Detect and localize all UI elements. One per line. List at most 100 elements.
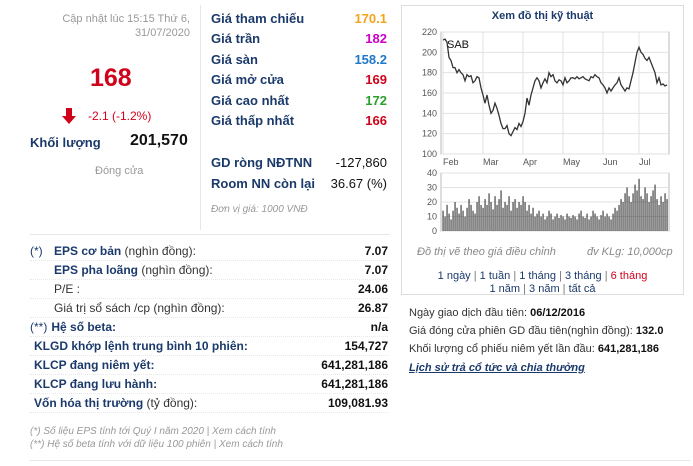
volume-tick-label: 30 xyxy=(427,183,437,193)
volume-bar xyxy=(480,204,482,231)
volume-bar xyxy=(554,216,556,231)
range-option[interactable]: 6 tháng xyxy=(610,270,648,282)
listing-info-label: Giá đóng cửa phiên GD đầu tiên(nghìn đồn… xyxy=(409,325,636,337)
dividend-history-link[interactable]: Lịch sử trả cổ tức và chia thưởng xyxy=(409,362,585,374)
volume-bar xyxy=(504,202,506,231)
fundamental-value: 641,281,186 xyxy=(321,358,388,372)
current-price: 168 xyxy=(90,64,132,92)
volume-bar xyxy=(590,216,592,231)
fundamental-row: (*) EPS cơ bản (nghìn đồng): 7.07 xyxy=(30,242,388,261)
arrow-down-icon xyxy=(62,108,76,124)
volume-bar xyxy=(538,210,540,231)
volume-bar xyxy=(646,193,648,231)
volume-bar xyxy=(500,190,502,231)
fundamental-label-main: KLCP đang niêm yết: xyxy=(34,358,155,372)
fundamental-label-sub: P/E : xyxy=(54,282,81,296)
volume-bar xyxy=(562,216,564,231)
volume-bar xyxy=(478,196,480,231)
volume-bar xyxy=(454,202,456,231)
chart-note: Đồ thị vẽ theo giá điều chỉnh xyxy=(417,246,556,258)
volume-bar xyxy=(542,213,544,231)
price-tick-label: 140 xyxy=(422,108,437,118)
volume-bar xyxy=(666,199,668,231)
volume-bar xyxy=(446,204,448,231)
volume-bar xyxy=(442,210,444,231)
volume-bar xyxy=(464,216,466,231)
range-option[interactable]: 1 năm xyxy=(489,283,521,295)
range-option[interactable]: 1 tháng xyxy=(519,270,556,282)
fundamental-label: KLGD khớp lệnh trung bình 10 phiên: xyxy=(30,339,248,353)
volume-bar xyxy=(664,193,666,231)
volume-bar xyxy=(582,216,584,231)
range-option[interactable]: 3 năm xyxy=(529,283,560,295)
volume-bar xyxy=(528,204,530,231)
volume-bar xyxy=(572,215,574,231)
volume-bar xyxy=(592,210,594,231)
volume-bar xyxy=(656,199,658,231)
foreign-row: Room NN còn lại 36.67 (%) xyxy=(211,173,387,194)
foreign-row-value: 36.67 (%) xyxy=(330,176,387,191)
volume-bar xyxy=(530,213,532,231)
range-option[interactable]: 1 ngày xyxy=(437,270,471,282)
price-table: Giá tham chiếu 170.1 Giá trần 182 Giá sàn 158… xyxy=(211,8,387,131)
range-separator: | xyxy=(555,270,565,282)
volume-bar xyxy=(640,196,642,231)
fundamental-label: KLCP đang niêm yết: xyxy=(30,358,154,372)
fundamental-label-sub: Giá trị sổ sách /cp (nghìn đồng): xyxy=(54,301,225,315)
fundamental-label-main: KLGD khớp lệnh trung bình 10 phiên: xyxy=(34,339,248,353)
fundamental-row: EPS pha loãng (nghìn đồng): 7.07 xyxy=(30,261,388,280)
volume-bar xyxy=(636,190,638,231)
fundamental-value: 109,081.93 xyxy=(327,396,388,410)
volume-bar xyxy=(544,219,546,231)
volume-bar xyxy=(522,196,524,231)
fundamental-label-sub: (nghìn đồng): xyxy=(138,263,213,277)
price-tick-label: 160 xyxy=(422,88,437,98)
price-row-value: 158.2 xyxy=(354,51,387,67)
volume-bar xyxy=(642,199,644,231)
volume-bar xyxy=(460,204,462,231)
listing-info-value: 641,281,186 xyxy=(597,343,660,355)
volume-bar xyxy=(658,204,660,231)
volume-bar xyxy=(638,178,640,231)
volume-bar xyxy=(518,202,520,231)
range-separator: | xyxy=(559,283,569,295)
divider xyxy=(200,5,201,230)
range-option[interactable]: tất cả xyxy=(568,283,596,295)
volume-tick-label: 10 xyxy=(427,212,437,222)
volume-bar xyxy=(584,217,586,231)
listing-info-line: Ngày giao dịch đầu tiên: 06/12/2016 xyxy=(409,307,689,325)
month-tick-label: Mar xyxy=(483,157,499,167)
volume-bar xyxy=(630,202,632,231)
volume-bar xyxy=(494,196,496,231)
volume-bar xyxy=(492,209,494,232)
volume-bar xyxy=(596,216,598,231)
volume-bar xyxy=(568,216,570,231)
volume-bar xyxy=(620,199,622,231)
range-option[interactable]: 1 tuần xyxy=(479,270,511,282)
fundamental-label-main: Hệ số beta: xyxy=(51,320,117,334)
volume-bar xyxy=(628,196,630,231)
price-tick-label: 180 xyxy=(422,68,437,78)
fundamental-row: Vốn hóa thị trường (tỷ đồng): 109,081.93 xyxy=(30,394,388,413)
fundamental-row: KLGD khớp lệnh trung bình 10 phiên: 154,7… xyxy=(30,337,388,356)
volume-bar xyxy=(516,207,518,231)
volume-bar xyxy=(484,199,486,231)
volume-bar xyxy=(634,184,636,231)
volume-bar xyxy=(598,219,600,231)
volume-bar xyxy=(594,213,596,231)
volume-bar xyxy=(448,213,450,231)
volume-bar xyxy=(534,216,536,231)
listing-info-value: 06/12/2016 xyxy=(530,307,586,319)
foreign-row: GD ròng NĐTNN -127,860 xyxy=(211,152,387,173)
listing-info-value: 132.0 xyxy=(635,325,664,337)
range-option[interactable]: 3 tháng xyxy=(564,270,602,282)
price-row: Giá tham chiếu 170.1 xyxy=(211,8,387,29)
listing-info: Ngày giao dịch đầu tiên: 06/12/2016 Giá đ… xyxy=(409,307,689,361)
fundamental-row: KLCP đang niêm yết: 641,281,186 xyxy=(30,356,388,375)
month-tick-label: May xyxy=(563,157,581,167)
price-tick-label: 220 xyxy=(422,27,437,37)
price-tick-label: 100 xyxy=(422,149,437,159)
price-row-label: Giá mở cửa xyxy=(211,72,284,88)
volume-bar xyxy=(566,213,568,231)
chart-title-link[interactable]: Xem đồ thị kỹ thuật xyxy=(491,10,594,22)
